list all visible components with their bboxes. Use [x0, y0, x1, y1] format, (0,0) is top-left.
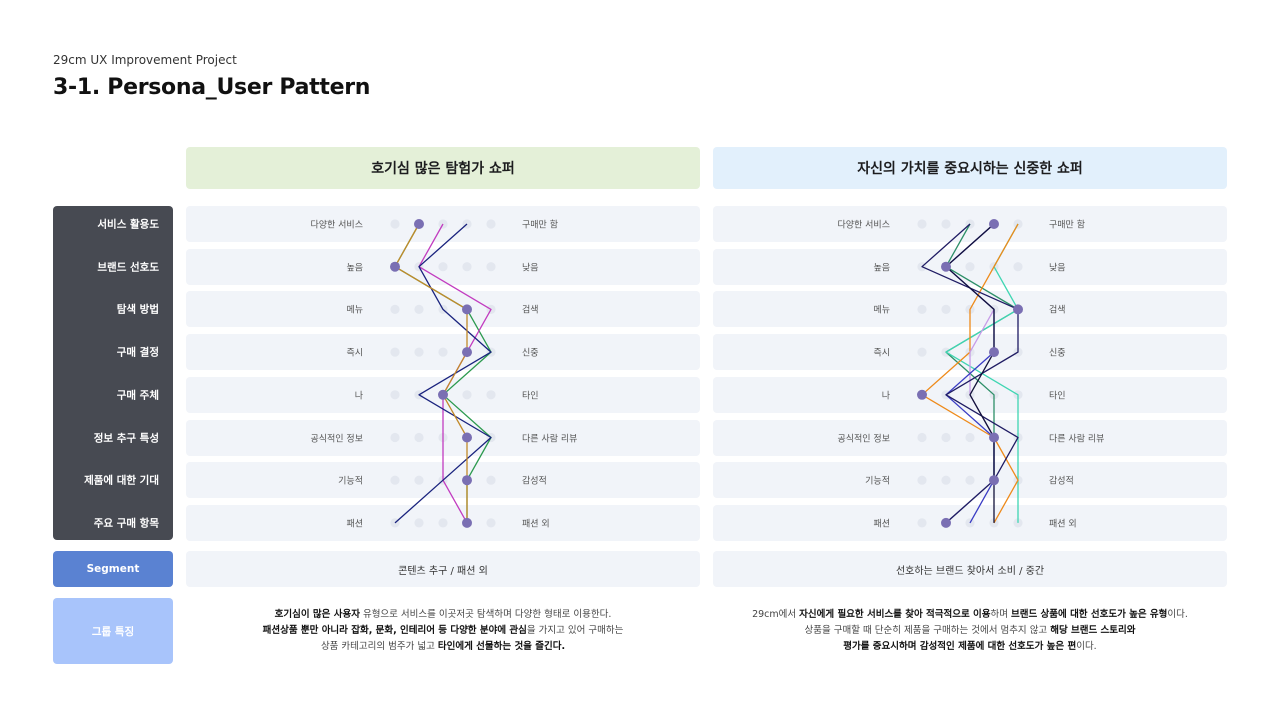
row-bg: [713, 419, 1227, 456]
project-name: 29cm UX Improvement Project: [53, 53, 237, 67]
row-label-info-seeking: 정보 추구 특성: [93, 432, 159, 444]
group-feature-line: 상품을 구매할 때 단순히 제품을 구매하는 것에서 멈추지 않고 해당 브랜드…: [713, 623, 1227, 639]
row-label-purchase-decision: 구매 결정: [116, 346, 159, 359]
group-feature-line: 호기심이 많은 사용자 유형으로 서비스를 이곳저곳 탐색하며 다양한 형태로 …: [186, 607, 700, 623]
left-pole-label: 패션: [873, 519, 890, 530]
emphasis-text: 해당 브랜드 스토리와: [1050, 625, 1136, 636]
row-bg: [186, 248, 700, 285]
row-bg: [186, 419, 700, 456]
segment-explorer: 콘텐츠 추구 / 패션 외: [186, 551, 700, 587]
left-pole-label: 즉시: [873, 348, 890, 359]
right-pole-label: 패션 외: [522, 519, 550, 530]
body-text: 유형으로 서비스를 이곳저곳 탐색하며 다양한 형태로 이용한다.: [359, 609, 612, 620]
row-bg: [713, 206, 1227, 242]
row-bg: [713, 376, 1227, 413]
row-bg: [186, 291, 700, 328]
left-pole-label: 공식적인 정보: [837, 434, 890, 444]
left-pole-label: 높음: [873, 263, 890, 274]
emphasis-text: 자신에게 필요한 서비스를 찾아 적극적으로 이용: [799, 609, 991, 620]
right-pole-label: 다른 사람 리뷰: [522, 434, 578, 444]
row-bg: [713, 462, 1227, 499]
emphasis-text: 타인에게 선물하는 것을 즐긴다.: [437, 641, 566, 652]
row-bg: [713, 291, 1227, 328]
right-pole-label: 감성적: [1049, 476, 1074, 487]
right-pole-label: 낮음: [522, 263, 539, 274]
left-pole-label: 즉시: [346, 348, 363, 359]
emphasis-text: 패션상품 뿐만 아니라 잡화, 문화, 인테리어 등 다양한 분야에 관심: [262, 625, 527, 636]
left-pole-label: 기능적: [865, 476, 890, 487]
group-feature-line: 평가를 중요시하며 감성적인 제품에 대한 선호도가 높은 편이다.: [713, 639, 1227, 655]
left-pole-label: 나: [354, 391, 363, 402]
left-pole-label: 메뉴: [873, 305, 890, 316]
row-bg: [713, 334, 1227, 371]
group-feature-line: 패션상품 뿐만 아니라 잡화, 문화, 인테리어 등 다양한 분야에 관심을 가…: [186, 623, 700, 639]
right-pole-label: 다른 사람 리뷰: [1049, 434, 1105, 444]
row-label-product-expectation: 제품에 대한 기대: [84, 474, 159, 487]
persona-header-explorer: 호기심 많은 탐험가 쇼퍼: [186, 147, 700, 189]
row-label-search-method: 탐색 방법: [116, 303, 159, 316]
left-pole-label: 다양한 서비스: [310, 220, 363, 231]
right-pole-label: 낮음: [1049, 263, 1066, 274]
group-feature-careful: 29cm에서 자신에게 필요한 서비스를 찾아 적극적으로 이용하며 브랜드 상…: [713, 607, 1227, 655]
right-pole-label: 패션 외: [1049, 519, 1077, 530]
left-pole-label: 공식적인 정보: [310, 434, 363, 444]
right-pole-label: 구매만 함: [1049, 220, 1085, 231]
body-text: 상품 카테고리의 범주가 넓고: [320, 641, 438, 652]
emphasis-text: 브랜드 상품에 대한 선호도가 높은 유형: [1011, 609, 1168, 620]
right-pole-label: 타인: [522, 391, 539, 402]
body-text: 상품을 구매할 때 단순히 제품을 구매하는 것에서 멈추지 않고: [804, 625, 1051, 636]
row-bg: [186, 206, 700, 242]
body-text: 29cm에서: [752, 609, 800, 620]
group-feature-line: 29cm에서 자신에게 필요한 서비스를 찾아 적극적으로 이용하며 브랜드 상…: [713, 607, 1227, 623]
left-pole-label: 높음: [346, 263, 363, 274]
body-text: 하며: [990, 609, 1012, 620]
row-label-service-usage: 서비스 활용도: [97, 218, 159, 231]
right-pole-label: 구매만 함: [522, 220, 558, 231]
left-pole-label: 다양한 서비스: [837, 220, 890, 231]
emphasis-text: 평가를 중요시하며 감성적인 제품에 대한 선호도가 높은 편: [843, 641, 1077, 652]
row-label-block: 서비스 활용도 브랜드 선호도 탐색 방법 구매 결정 구매 주체 정보 추구 …: [53, 206, 173, 540]
body-text: 이다.: [1076, 641, 1097, 652]
row-label-purchase-subject: 구매 주체: [116, 389, 159, 402]
right-pole-label: 감성적: [522, 476, 547, 487]
row-bg: [186, 334, 700, 371]
row-bg: [186, 462, 700, 499]
row-bg: [713, 504, 1227, 541]
body-text: 이다.: [1167, 609, 1188, 620]
left-pole-label: 나: [881, 391, 890, 402]
left-pole-label: 메뉴: [346, 305, 363, 316]
group-feature-label: 그룹 특징: [53, 598, 173, 664]
right-pole-label: 신중: [1049, 348, 1066, 359]
left-pole-label: 기능적: [338, 476, 363, 487]
right-pole-label: 검색: [1049, 305, 1066, 316]
segment-label: Segment: [53, 551, 173, 587]
group-feature-line: 상품 카테고리의 범주가 넓고 타인에게 선물하는 것을 즐긴다.: [186, 639, 700, 655]
group-feature-explorer: 호기심이 많은 사용자 유형으로 서비스를 이곳저곳 탐색하며 다양한 형태로 …: [186, 607, 700, 655]
row-bg: [713, 248, 1227, 285]
row-bg: [186, 376, 700, 413]
persona-header-careful: 자신의 가치를 중요시하는 신중한 쇼퍼: [713, 147, 1227, 189]
right-pole-label: 신중: [522, 348, 539, 359]
right-pole-label: 타인: [1049, 391, 1066, 402]
row-bg: [186, 504, 700, 541]
body-text: 을 가지고 있어 구매하는: [526, 625, 624, 636]
emphasis-text: 호기심이 많은 사용자: [274, 609, 360, 620]
left-pole-label: 패션: [346, 519, 363, 530]
row-label-main-item: 주요 구매 항목: [93, 517, 159, 530]
segment-careful: 선호하는 브랜드 찾아서 소비 / 중간: [713, 551, 1227, 587]
row-label-brand-preference: 브랜드 선호도: [97, 261, 159, 274]
right-pole-label: 검색: [522, 305, 539, 316]
page-title: 3-1. Persona_User Pattern: [53, 75, 371, 100]
